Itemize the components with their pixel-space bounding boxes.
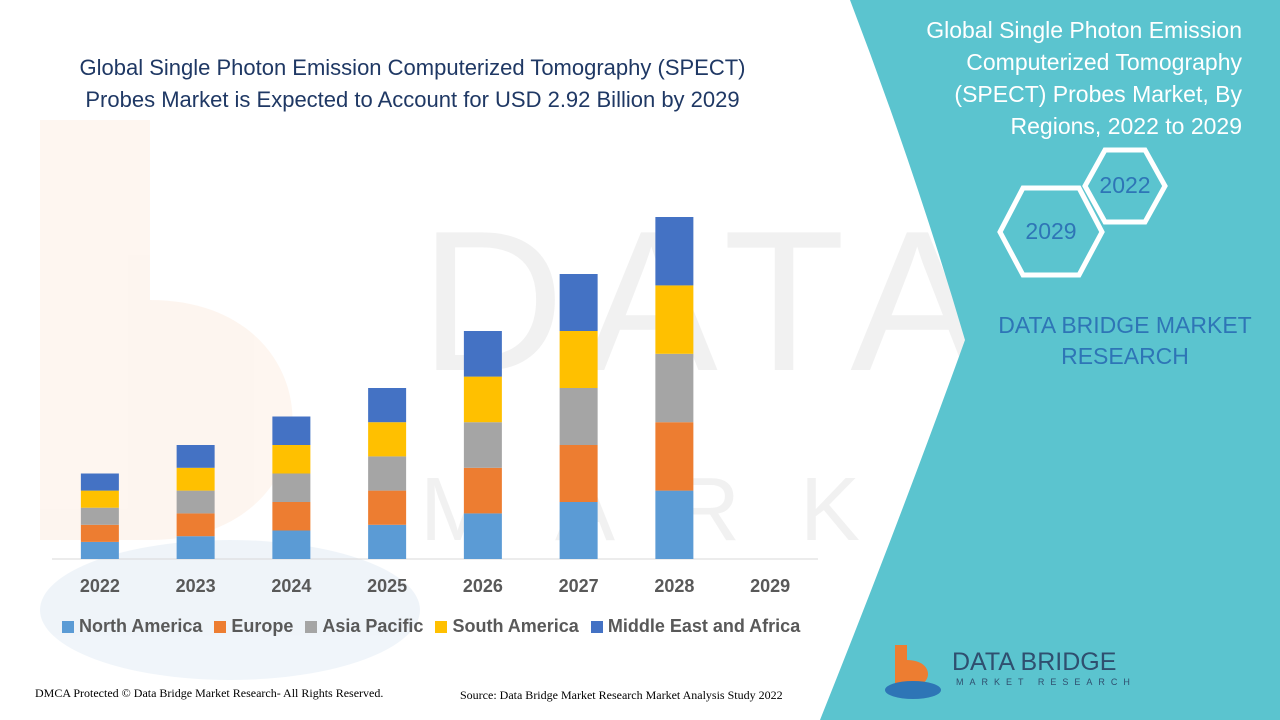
side-panel-background bbox=[820, 0, 1280, 720]
bar-segment-2025-asia-pacific bbox=[368, 456, 407, 491]
bar-segment-2027-south-america bbox=[559, 331, 598, 388]
legend-swatch-europe bbox=[214, 620, 227, 633]
bar-segment-2025-north-america bbox=[368, 524, 407, 559]
brand-text: DATA BRIDGE MARKET RESEARCH bbox=[998, 312, 1252, 369]
x-tick-label-2022: 2022 bbox=[80, 576, 120, 596]
bar-segment-2026-middle-east-and-africa bbox=[463, 331, 502, 377]
bar-segment-2023-europe bbox=[176, 513, 215, 537]
chart-legend: North America Europe Asia Pacific South Ame… bbox=[62, 616, 800, 637]
legend-item-middle-east-and-africa: Middle East and Africa bbox=[590, 616, 801, 637]
bar-segment-2024-asia-pacific bbox=[272, 473, 311, 502]
legend-item-south-america: South America bbox=[435, 616, 579, 637]
x-tick-label-2027: 2027 bbox=[559, 576, 599, 596]
hex-label-2029: 2029 bbox=[1025, 218, 1077, 244]
bar-segment-2028-asia-pacific bbox=[655, 353, 694, 423]
hexagon-2022 bbox=[1082, 147, 1168, 225]
bar-segment-2022-north-america bbox=[80, 541, 119, 559]
side-panel-title: Global Single Photon Emission Computeriz… bbox=[926, 17, 1242, 139]
legend-label-asia-pacific: Asia Pacific bbox=[322, 616, 424, 636]
bar-segment-2023-asia-pacific bbox=[176, 490, 215, 514]
legend-label-north-america: North America bbox=[79, 616, 203, 636]
logo-tagline: MARKET RESEARCH bbox=[956, 677, 1136, 687]
bar-segment-2028-middle-east-and-africa bbox=[655, 217, 694, 286]
hex-label-2022: 2022 bbox=[1099, 172, 1151, 198]
source-note: Source: Data Bridge Market Research Mark… bbox=[460, 688, 783, 702]
bar-segment-2026-north-america bbox=[463, 513, 502, 559]
bar-segment-2026-europe bbox=[463, 467, 502, 514]
x-tick-label-2028: 2028 bbox=[654, 576, 694, 596]
legend-label-south-america: South America bbox=[452, 616, 579, 636]
bar-segment-2028-south-america bbox=[655, 285, 694, 354]
legend-swatch-middle-east-and-africa bbox=[590, 620, 603, 633]
legend-swatch-north-america bbox=[62, 620, 74, 633]
legend-item-europe: Europe bbox=[214, 616, 293, 637]
legend-swatch-south-america bbox=[435, 620, 448, 633]
bar-segment-2025-middle-east-and-africa bbox=[368, 388, 407, 423]
legend-label-middle-east-and-africa: Middle East and Africa bbox=[607, 616, 801, 636]
bar-segment-2028-north-america bbox=[655, 490, 694, 559]
bar-segment-2024-north-america bbox=[272, 530, 311, 559]
bar-segment-2022-europe bbox=[80, 524, 119, 542]
bar-segment-2022-middle-east-and-africa bbox=[80, 473, 119, 491]
bar-segment-2025-south-america bbox=[368, 422, 407, 457]
x-tick-label-2029: 2029 bbox=[750, 576, 790, 596]
hexagon-2029 bbox=[997, 185, 1105, 278]
x-tick-label-2025: 2025 bbox=[367, 576, 407, 596]
bar-segment-2025-europe bbox=[368, 490, 407, 525]
logo-name: DATA BRIDGE bbox=[952, 648, 1117, 676]
x-tick-label-2026: 2026 bbox=[463, 576, 503, 596]
x-tick-label-2023: 2023 bbox=[176, 576, 216, 596]
bar-segment-2027-europe bbox=[559, 445, 598, 502]
legend-item-asia-pacific: Asia Pacific bbox=[305, 616, 423, 637]
bar-segment-2023-north-america bbox=[176, 536, 215, 559]
chart-title: Global Single Photon Emission Computeriz… bbox=[79, 55, 746, 112]
bar-segment-2023-middle-east-and-africa bbox=[176, 445, 215, 468]
x-tick-label-2024: 2024 bbox=[271, 576, 311, 596]
logo-mark bbox=[885, 645, 941, 699]
bar-segment-2027-north-america bbox=[559, 502, 598, 559]
bar-segment-2027-asia-pacific bbox=[559, 388, 598, 445]
legend-swatch-asia-pacific bbox=[305, 620, 318, 633]
bar-segment-2022-south-america bbox=[80, 490, 119, 508]
bar-segment-2028-europe bbox=[655, 422, 694, 491]
bar-segment-2024-middle-east-and-africa bbox=[272, 416, 311, 445]
legend-label-europe: Europe bbox=[231, 616, 294, 636]
bar-segment-2024-europe bbox=[272, 502, 311, 531]
bar-segment-2023-south-america bbox=[176, 467, 215, 491]
copyright-notice: DMCA Protected © Data Bridge Market Rese… bbox=[35, 686, 384, 700]
bar-segment-2026-asia-pacific bbox=[463, 422, 502, 468]
bar-segment-2022-asia-pacific bbox=[80, 507, 119, 525]
bar-segment-2024-south-america bbox=[272, 445, 311, 474]
legend-item-north-america: North America bbox=[62, 616, 202, 637]
bar-segment-2027-middle-east-and-africa bbox=[559, 274, 598, 331]
bar-segment-2026-south-america bbox=[463, 376, 502, 423]
